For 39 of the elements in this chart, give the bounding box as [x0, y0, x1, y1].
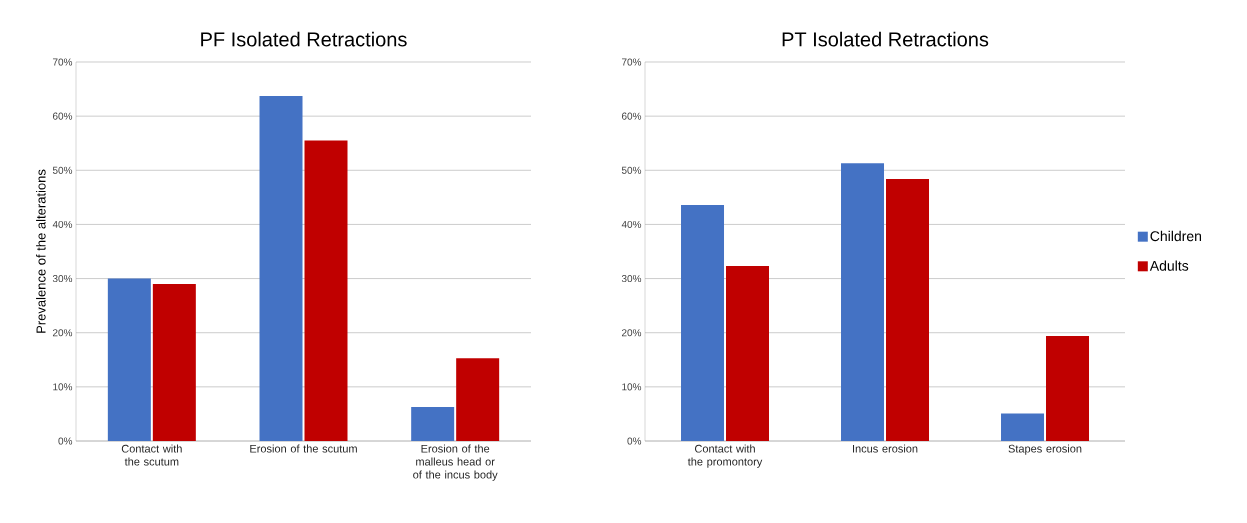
bar [726, 266, 769, 441]
bar [886, 178, 930, 441]
bar [304, 140, 348, 441]
x-tick-label: Contact with the promontory [687, 444, 763, 468]
chart-title: PF Isolated Retractions [201, 31, 407, 47]
bar [681, 204, 725, 441]
y-tick-label: 10% [622, 383, 642, 391]
y-tick-label: 60% [621, 112, 642, 120]
x-tick-label: Contact with the scutum [121, 444, 182, 466]
y-tick-label: 20% [621, 329, 642, 337]
y-tick-label: 70% [621, 58, 642, 66]
bar [456, 358, 500, 441]
y-axis-title: Prevalence of the alterations [36, 169, 46, 333]
bar [1001, 413, 1045, 441]
y-tick-label: 10% [53, 383, 73, 391]
y-tick-label: 0% [627, 437, 642, 445]
chart-title: PT Isolated Retractions [782, 31, 989, 47]
x-tick-label: Erosion of the malleus head or of the incus body [413, 444, 498, 481]
bar [1046, 335, 1090, 441]
y-tick-label: 40% [52, 220, 73, 228]
x-tick-label: Erosion of the scutum [250, 444, 357, 453]
bar [152, 283, 196, 441]
bar [107, 278, 151, 441]
x-tick-label: Incus erosion [853, 444, 918, 453]
y-tick-label: 30% [621, 275, 642, 283]
bar [259, 96, 303, 441]
legend-label: Children [1150, 230, 1202, 242]
y-tick-label: 50% [621, 166, 642, 174]
y-tick-label: 0% [58, 437, 73, 445]
y-tick-label: 40% [621, 220, 642, 228]
bar [411, 406, 455, 441]
y-tick-label: 70% [52, 58, 73, 66]
y-tick-label: 20% [52, 329, 73, 337]
y-tick-label: 60% [52, 112, 73, 120]
y-tick-label: 50% [52, 166, 73, 174]
x-tick-label: Stapes erosion [1008, 444, 1082, 455]
legend-label: Adults [1149, 260, 1189, 271]
bar [841, 163, 885, 441]
y-tick-label: 30% [52, 275, 73, 283]
